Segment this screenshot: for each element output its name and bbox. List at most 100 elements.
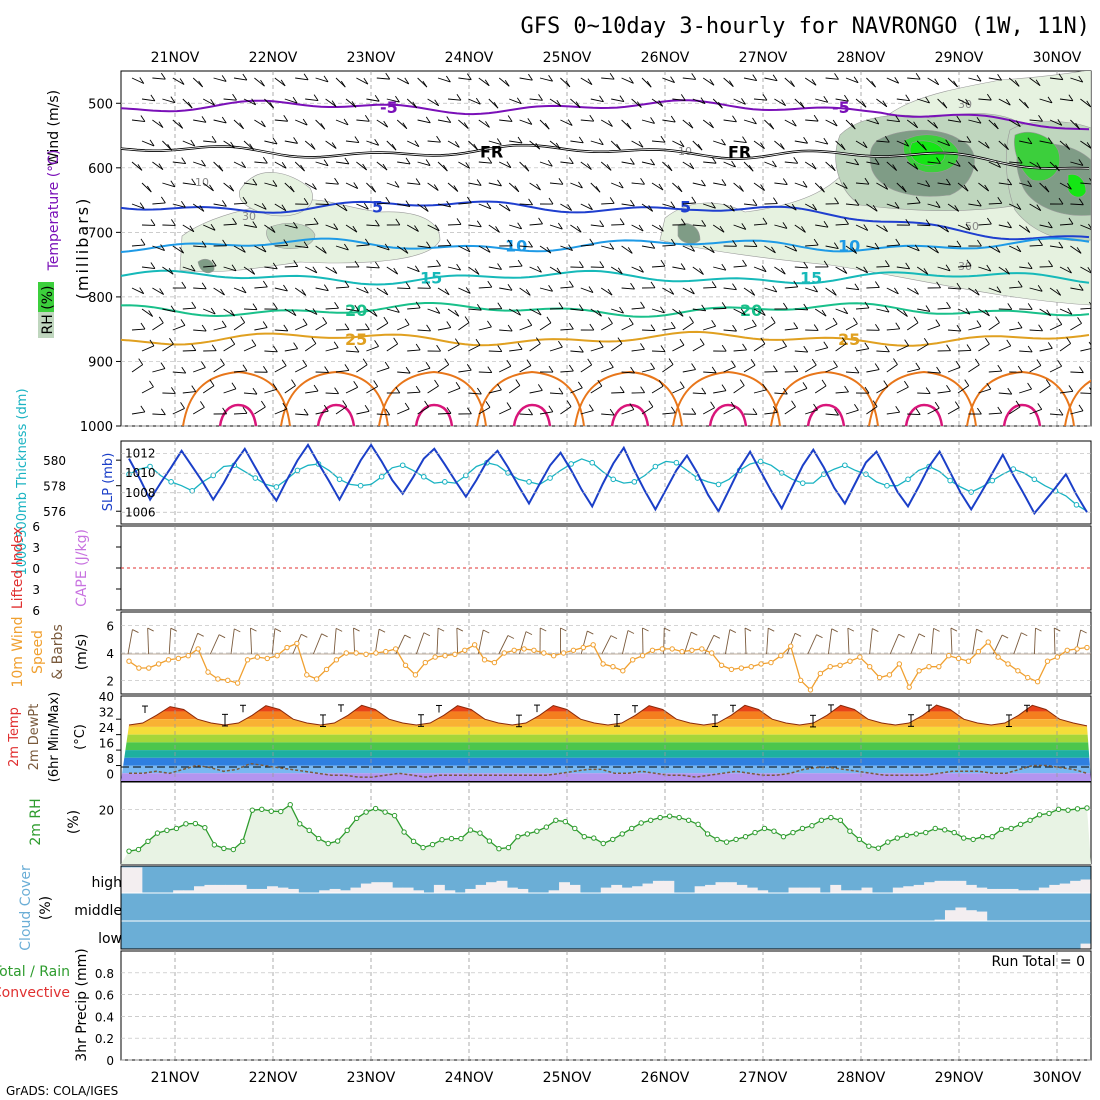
wind-barb-feather bbox=[384, 243, 390, 251]
wind-barb-feather bbox=[222, 407, 227, 415]
wind-barb-10m-feather bbox=[525, 631, 533, 635]
pressure-tick-label: 900 bbox=[88, 355, 113, 370]
wind-barb bbox=[1029, 244, 1043, 247]
wind-barb bbox=[733, 349, 747, 352]
wind-barb bbox=[376, 322, 389, 331]
wind-speed-point bbox=[758, 661, 764, 667]
wind-barb bbox=[437, 287, 450, 296]
wind-barb-feather bbox=[140, 322, 146, 330]
wind-barb-feather bbox=[434, 379, 439, 387]
wind-barb-10m bbox=[621, 630, 629, 655]
wind-barb-feather bbox=[701, 179, 706, 187]
wind-barb bbox=[672, 308, 684, 317]
wind-barb bbox=[682, 77, 696, 80]
isotherm-35-lobe bbox=[708, 403, 748, 426]
wind-barb bbox=[478, 371, 492, 374]
wind-barb-feather bbox=[883, 380, 889, 387]
wind-barb bbox=[274, 408, 287, 415]
wind-barb bbox=[519, 365, 532, 373]
temp-band bbox=[121, 757, 1091, 766]
wind-barb bbox=[835, 223, 849, 226]
thickness-point bbox=[884, 482, 890, 489]
wind-barb bbox=[172, 408, 185, 415]
wind-barb-feather bbox=[344, 157, 350, 165]
wind-barb bbox=[957, 265, 971, 268]
wind-speed-point bbox=[136, 665, 142, 671]
wind-barb bbox=[407, 307, 421, 310]
wind-barb bbox=[131, 364, 143, 373]
wind-barb-feather bbox=[802, 382, 808, 389]
wind-barb bbox=[458, 202, 472, 205]
wind-speed-point bbox=[284, 644, 290, 651]
wind-barb-10m-feather bbox=[540, 627, 547, 632]
wind-barb-feather bbox=[436, 344, 441, 352]
precip-legend-convective: Convective bbox=[0, 985, 70, 1001]
wind-barb bbox=[753, 389, 767, 394]
wind-speed-point bbox=[916, 668, 922, 674]
rh-2m-point bbox=[1046, 810, 1052, 817]
wind-barb bbox=[1009, 245, 1022, 253]
wind-barb-feather bbox=[138, 358, 144, 365]
wind-barb bbox=[519, 287, 531, 296]
thickness-point bbox=[357, 482, 364, 489]
wind-barb-feather bbox=[956, 324, 962, 332]
wind-barb bbox=[621, 245, 633, 254]
wind-barb-10m-feather bbox=[456, 627, 464, 632]
wind-barb-feather bbox=[597, 310, 602, 317]
axes: 00.20.40.60.8 bbox=[95, 967, 114, 1068]
wind-barb bbox=[182, 182, 196, 186]
wind-barb-feather bbox=[515, 379, 521, 386]
wind-barb bbox=[845, 203, 859, 206]
wind-barb-feather bbox=[473, 143, 479, 151]
isotherm-label: 10 bbox=[505, 236, 527, 255]
wind-barb-feather bbox=[742, 259, 747, 267]
wind-barb bbox=[498, 365, 512, 373]
wind-barb-feather bbox=[588, 404, 594, 411]
wind-barb bbox=[437, 77, 451, 83]
wind-barb bbox=[305, 223, 319, 226]
isotherm-line bbox=[121, 302, 1090, 318]
wind-barb-feather bbox=[221, 320, 227, 328]
temp-band bbox=[121, 742, 1091, 751]
wind-barb-10m bbox=[374, 629, 380, 655]
wind-barb-feather bbox=[168, 268, 174, 275]
wind-barb bbox=[315, 245, 327, 254]
wind-barb bbox=[968, 203, 982, 207]
wind-speed-point bbox=[126, 658, 132, 664]
wind-barb bbox=[662, 412, 676, 415]
wind-barb-feather bbox=[895, 405, 901, 413]
wind-barb bbox=[917, 98, 930, 104]
wind-barb-feather bbox=[426, 324, 431, 332]
wind-barb-feather bbox=[200, 401, 205, 408]
cloud-bar-high bbox=[1038, 887, 1050, 893]
wind-barb bbox=[866, 161, 880, 165]
wind-barb-feather bbox=[872, 400, 878, 407]
rh-2m-point bbox=[780, 833, 787, 840]
wind-barb-feather bbox=[936, 157, 941, 164]
rh-2m-point bbox=[183, 821, 189, 827]
rh-2m-point bbox=[145, 838, 151, 845]
panel-frame bbox=[120, 950, 1092, 1061]
wind-barb-feather bbox=[150, 94, 156, 102]
wind-barb-feather bbox=[149, 339, 155, 347]
rh-2m-point bbox=[439, 836, 445, 843]
wind-speed-point bbox=[985, 639, 991, 645]
slp-line bbox=[128, 443, 1088, 516]
wind-barb-feather bbox=[466, 363, 472, 371]
isotherm-label: 15 bbox=[800, 269, 822, 288]
wind-barb bbox=[988, 119, 999, 130]
wind-barb bbox=[692, 308, 706, 312]
rh-2m-point bbox=[647, 817, 654, 823]
precip-tick-label: 0.6 bbox=[95, 989, 114, 1003]
wind-barb-feather bbox=[660, 345, 666, 352]
wind-barb-feather bbox=[699, 268, 704, 275]
wind-barb bbox=[141, 386, 154, 394]
rh-2m-point bbox=[240, 838, 246, 845]
date-label-top: 27NOV bbox=[739, 50, 788, 66]
wind-barb bbox=[182, 350, 196, 352]
wind-barb bbox=[560, 161, 574, 164]
wind-barb bbox=[539, 77, 553, 82]
wind-barb-feather bbox=[769, 122, 775, 130]
